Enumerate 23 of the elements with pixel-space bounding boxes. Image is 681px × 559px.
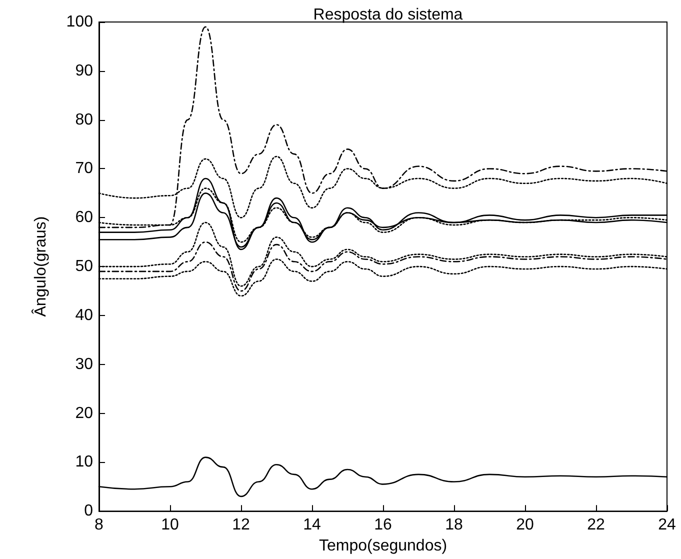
- y-tick-label: 60: [75, 209, 94, 226]
- y-tick-label: 100: [66, 14, 94, 30]
- x-axis-title: Tempo(segundos): [318, 538, 448, 554]
- x-tick-label: 20: [516, 516, 534, 534]
- y-tick-label: 0: [84, 502, 94, 520]
- x-tick-label: 16: [374, 516, 392, 534]
- y-tick-label: 20: [75, 404, 94, 422]
- x-tick-label: 14: [303, 516, 321, 534]
- y-tick-label: 70: [75, 160, 94, 178]
- x-tick-label: 22: [587, 516, 605, 534]
- x-tick-label: 8: [94, 516, 104, 534]
- y-axis-title: Ângulo(graus): [32, 216, 50, 317]
- chart-title: Resposta do sistema: [313, 6, 463, 24]
- y-tick-label: 80: [75, 111, 94, 128]
- x-tick-label: 12: [232, 516, 250, 534]
- y-tick-label: 40: [75, 306, 94, 324]
- y-tick-label: 30: [75, 356, 94, 373]
- y-tick-label: 90: [75, 62, 94, 80]
- x-tick-label: 10: [161, 516, 179, 534]
- y-tick-label: 10: [75, 454, 94, 471]
- y-tick-label: 50: [75, 258, 94, 276]
- x-tick-label: 24: [658, 516, 676, 534]
- x-tick-label: 18: [445, 516, 463, 534]
